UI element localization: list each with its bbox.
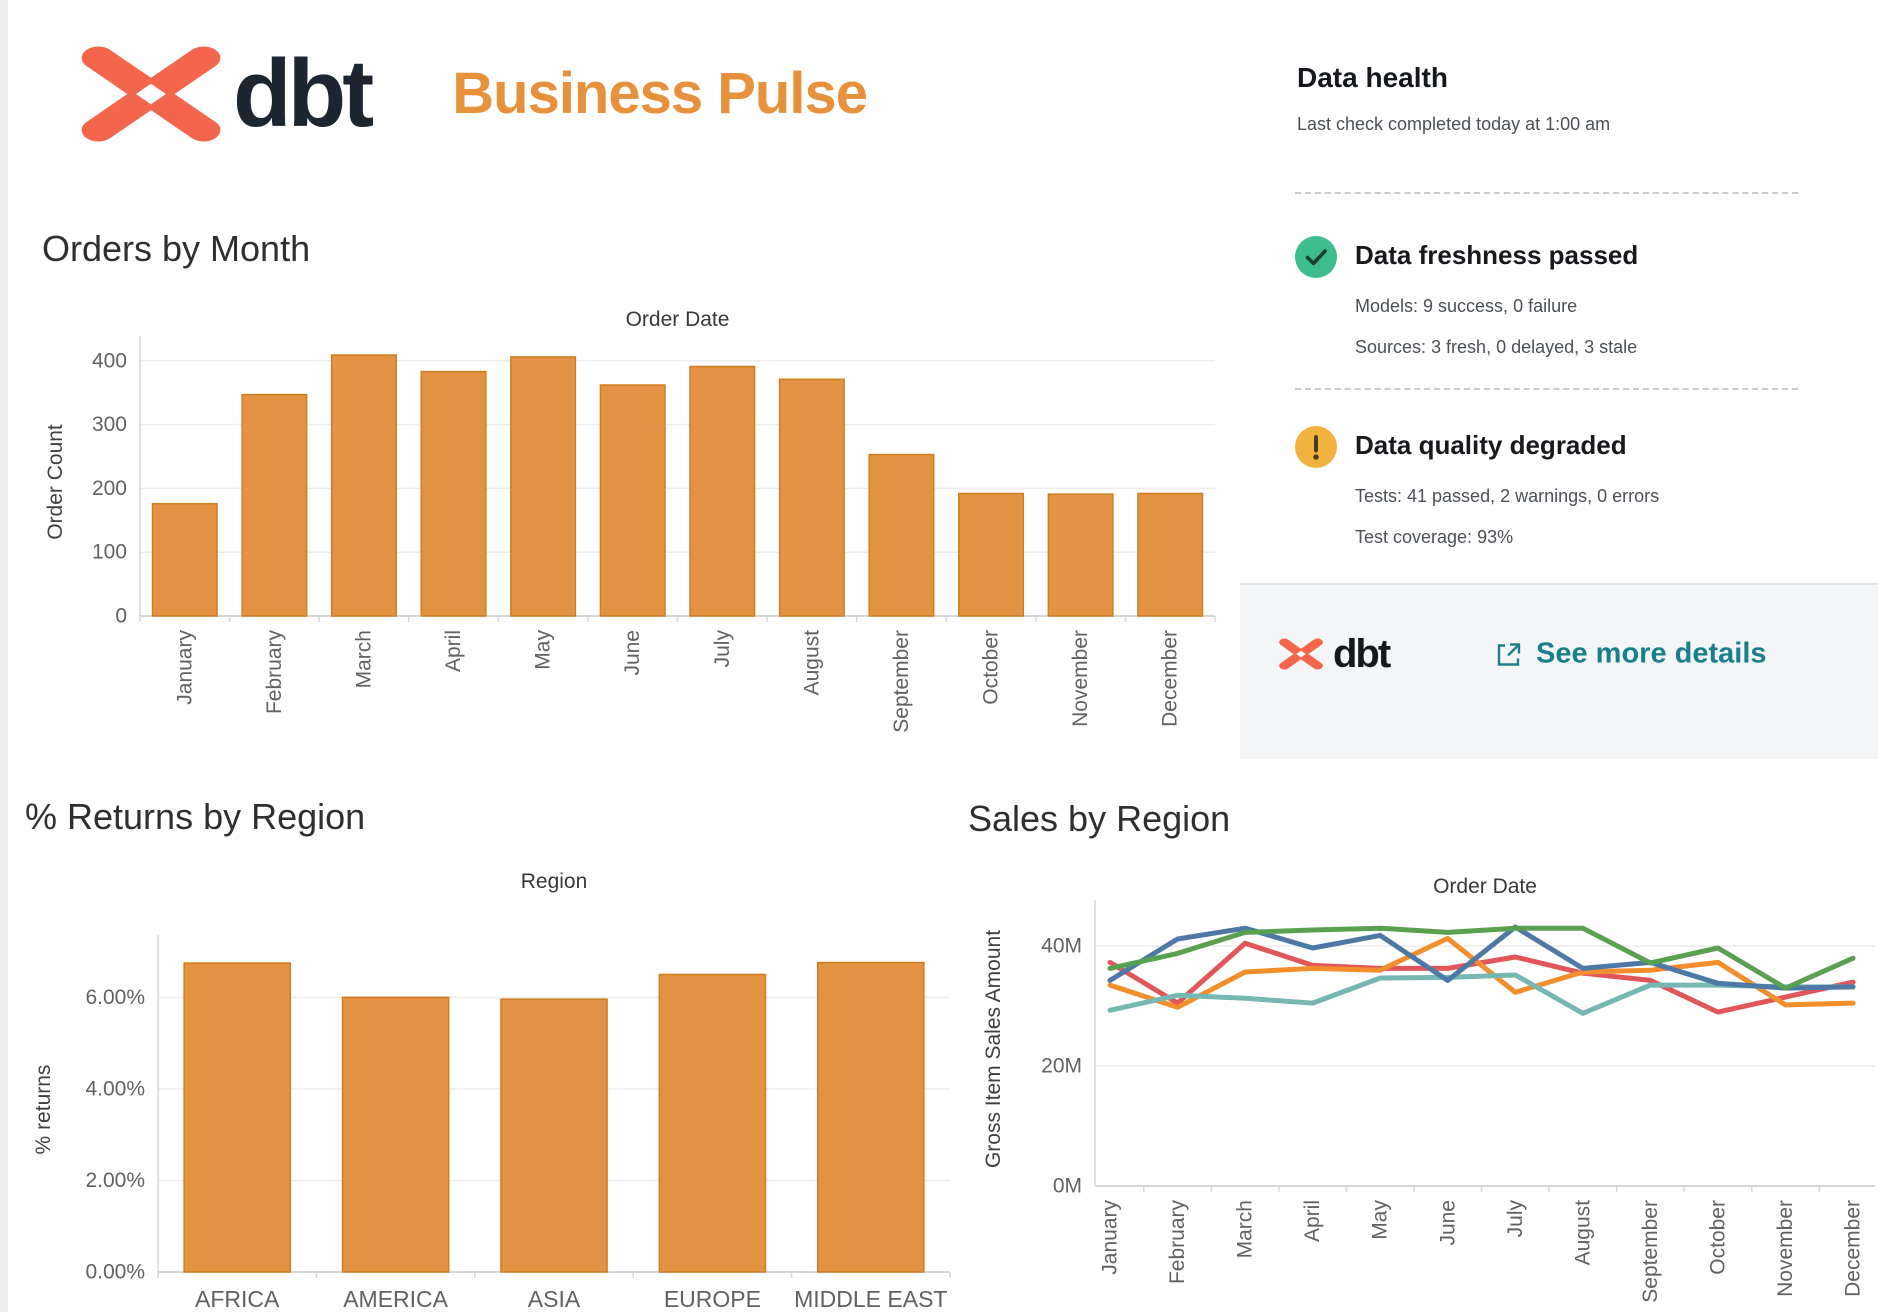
svg-text:0.00%: 0.00% <box>85 1261 145 1284</box>
returns-by-region-title: % Returns by Region <box>25 796 366 837</box>
svg-text:October: October <box>1706 1200 1729 1275</box>
svg-text:May: May <box>1369 1200 1392 1240</box>
data-health-footer: dbt See more details <box>1240 583 1878 759</box>
svg-text:4.00%: 4.00% <box>85 1077 145 1100</box>
data-health-title: Data health <box>1297 62 1448 93</box>
svg-text:August: August <box>1571 1200 1594 1266</box>
svg-text:0M: 0M <box>1053 1175 1082 1198</box>
divider <box>1295 388 1798 390</box>
orders-by-month-chart[interactable]: Order Date Order Count 0 100 200 300 400 Januar… <box>0 290 1235 790</box>
svg-text:ASIA: ASIA <box>528 1286 581 1312</box>
divider <box>1295 192 1798 194</box>
svg-text:March: March <box>1234 1200 1257 1258</box>
page-title: Business Pulse <box>452 61 868 126</box>
svg-text:AMERICA: AMERICA <box>343 1286 448 1312</box>
check-circle-icon <box>1295 236 1337 278</box>
quality-tests-line: Tests: 41 passed, 2 warnings, 0 errors <box>1355 486 1660 506</box>
returns-by-region-chart[interactable]: Region % returns 0.00% 2.00% 4.00% 6.00% AFRIC… <box>0 852 960 1312</box>
svg-text:August: August <box>800 630 823 696</box>
svg-text:40M: 40M <box>1041 935 1082 958</box>
svg-text:April: April <box>442 630 465 672</box>
svg-text:Gross Item Sales Amount: Gross Item Sales Amount <box>982 930 1005 1168</box>
quality-status-title: Data quality degraded <box>1355 430 1627 460</box>
svg-text:400: 400 <box>92 349 127 372</box>
dbt-wordmark: dbt <box>233 40 374 147</box>
freshness-models-line: Models: 9 success, 0 failure <box>1355 296 1578 316</box>
svg-text:December: December <box>1842 1200 1865 1297</box>
data-health-panel: Data health Last check completed today a… <box>1240 50 1878 762</box>
svg-text:MIDDLE EAST: MIDDLE EAST <box>794 1286 947 1312</box>
svg-text:100: 100 <box>92 541 127 564</box>
freshness-status-title: Data freshness passed <box>1355 240 1639 270</box>
dbt-logo-icon <box>75 42 227 146</box>
last-check-text: Last check completed today at 1:00 am <box>1297 114 1611 134</box>
svg-text:July: July <box>711 630 734 668</box>
svg-text:Order Date: Order Date <box>626 308 730 331</box>
svg-text:May: May <box>532 630 555 670</box>
svg-text:February: February <box>263 630 286 715</box>
external-link-icon <box>1497 642 1521 666</box>
header: dbt Business Pulse <box>75 38 868 150</box>
svg-text:2.00%: 2.00% <box>85 1169 145 1192</box>
sales-by-region-chart[interactable]: Order Date Gross Item Sales Amount 0M 20M 40… <box>960 852 1878 1312</box>
svg-text:March: March <box>352 630 375 688</box>
svg-text:% returns: % returns <box>32 1065 55 1155</box>
svg-text:November: November <box>1774 1200 1797 1297</box>
page-edge-strip <box>0 0 8 1312</box>
svg-text:300: 300 <box>92 413 127 436</box>
dbt-footer-brand: dbt <box>1277 632 1391 676</box>
orders-by-month-title: Orders by Month <box>42 228 311 269</box>
svg-text:November: November <box>1069 630 1092 727</box>
svg-text:Order Date: Order Date <box>1433 875 1537 898</box>
sales-by-region-title: Sales by Region <box>968 798 1231 839</box>
svg-text:0: 0 <box>115 605 127 628</box>
svg-text:July: July <box>1504 1200 1527 1238</box>
svg-text:January: January <box>1099 1200 1122 1275</box>
svg-text:February: February <box>1166 1200 1189 1285</box>
svg-text:Region: Region <box>521 870 588 893</box>
svg-text:September: September <box>1639 1200 1662 1303</box>
svg-text:September: September <box>890 630 913 733</box>
svg-text:Order Count: Order Count <box>44 424 67 540</box>
svg-text:200: 200 <box>92 477 127 500</box>
svg-text:20M: 20M <box>1041 1055 1082 1078</box>
dbt-logo-icon <box>1277 637 1325 671</box>
svg-text:December: December <box>1159 630 1182 727</box>
freshness-sources-line: Sources: 3 fresh, 0 delayed, 3 stale <box>1355 337 1638 357</box>
see-more-details-link[interactable]: See more details <box>1493 638 1767 671</box>
warning-circle-icon <box>1295 426 1337 468</box>
quality-coverage-line: Test coverage: 93% <box>1355 527 1514 547</box>
svg-text:AFRICA: AFRICA <box>195 1286 280 1312</box>
svg-text:October: October <box>980 630 1003 705</box>
svg-text:EUROPE: EUROPE <box>664 1286 761 1312</box>
svg-text:June: June <box>1436 1200 1459 1246</box>
svg-text:6.00%: 6.00% <box>85 986 145 1009</box>
svg-text:January: January <box>173 630 196 705</box>
dbt-wordmark: dbt <box>1333 632 1391 676</box>
svg-text:April: April <box>1301 1200 1324 1242</box>
svg-text:June: June <box>621 630 644 676</box>
